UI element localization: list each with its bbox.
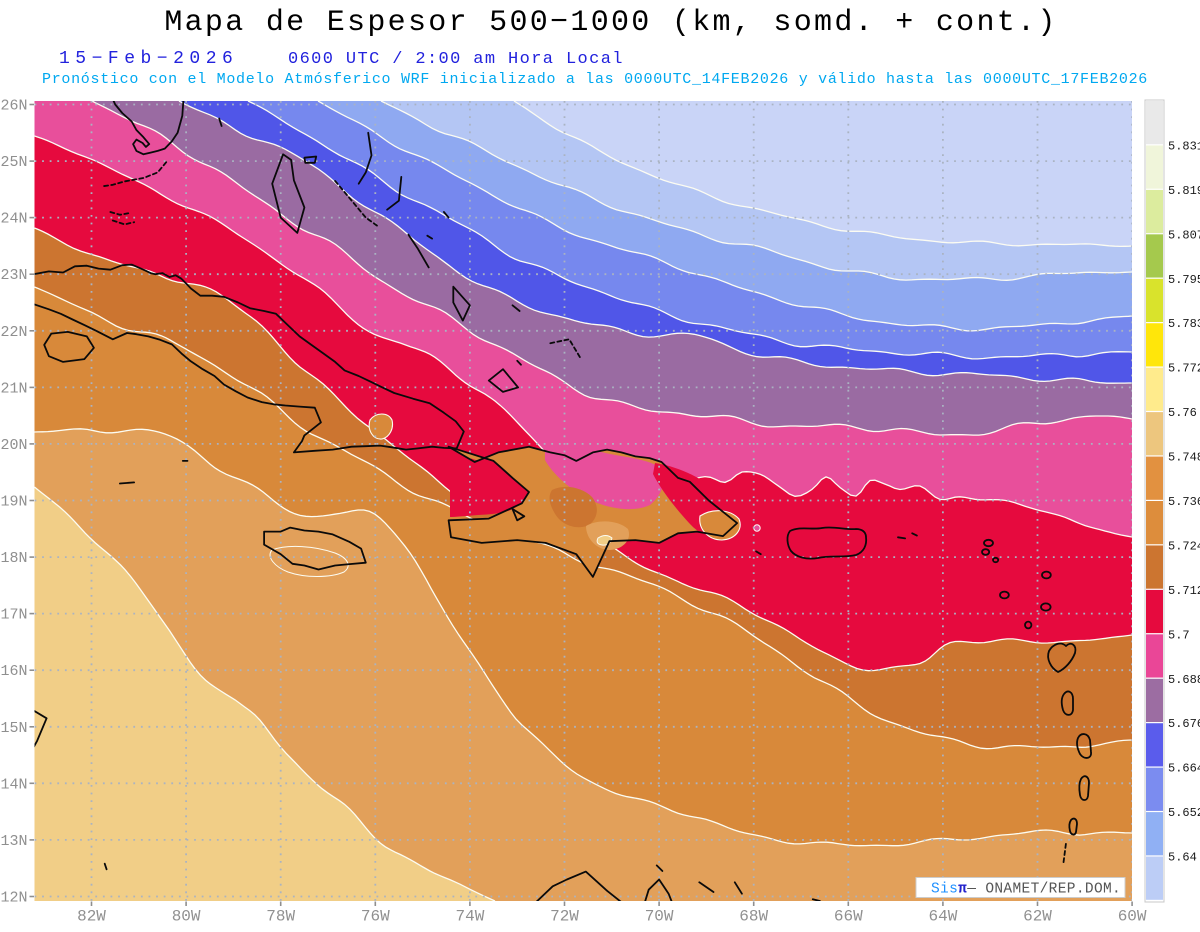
svg-text:Mapa de Espesor 500−1000 (km,: Mapa de Espesor 500−1000 (km, somd. + co… xyxy=(164,6,1057,40)
svg-text:20N: 20N xyxy=(0,437,27,454)
svg-text:26N: 26N xyxy=(0,98,27,115)
svg-text:5.831: 5.831 xyxy=(1168,139,1200,153)
svg-text:5.652: 5.652 xyxy=(1168,806,1200,820)
svg-text:18N: 18N xyxy=(0,550,27,567)
svg-text:12N: 12N xyxy=(0,890,27,907)
svg-text:5.64: 5.64 xyxy=(1168,851,1197,865)
svg-text:68W: 68W xyxy=(739,908,768,926)
svg-text:5.783: 5.783 xyxy=(1168,317,1200,331)
svg-text:Pronóstico con el Modelo Atmós: Pronóstico con el Modelo Atmósferico WRF… xyxy=(42,71,1148,88)
svg-text:60W: 60W xyxy=(1118,908,1147,926)
svg-text:74W: 74W xyxy=(455,908,484,926)
svg-text:13N: 13N xyxy=(0,833,27,850)
svg-text:24N: 24N xyxy=(0,211,27,228)
svg-text:22N: 22N xyxy=(0,324,27,341)
svg-text:82W: 82W xyxy=(77,908,106,926)
svg-text:66W: 66W xyxy=(834,908,863,926)
svg-text:21N: 21N xyxy=(0,380,27,397)
svg-text:Sisπ— ONAMET/REP.DOM.: Sisπ— ONAMET/REP.DOM. xyxy=(931,882,1121,898)
svg-text:5.676: 5.676 xyxy=(1168,717,1200,731)
svg-text:64W: 64W xyxy=(928,908,957,926)
svg-text:5.724: 5.724 xyxy=(1168,539,1200,553)
svg-text:5.795: 5.795 xyxy=(1168,273,1200,287)
svg-text:16N: 16N xyxy=(0,663,27,680)
svg-text:14N: 14N xyxy=(0,776,27,793)
svg-text:78W: 78W xyxy=(266,908,295,926)
svg-text:5.748: 5.748 xyxy=(1168,451,1200,465)
svg-text:15−Feb−2026: 15−Feb−2026 xyxy=(59,49,238,69)
svg-text:76W: 76W xyxy=(361,908,390,926)
svg-text:5.819: 5.819 xyxy=(1168,184,1200,198)
svg-text:5.76: 5.76 xyxy=(1168,406,1197,420)
svg-text:5.736: 5.736 xyxy=(1168,495,1200,509)
svg-text:70W: 70W xyxy=(645,908,674,926)
svg-text:25N: 25N xyxy=(0,154,27,171)
svg-text:5.772: 5.772 xyxy=(1168,362,1200,376)
svg-text:5.7: 5.7 xyxy=(1168,628,1190,642)
svg-text:5.712: 5.712 xyxy=(1168,584,1200,598)
svg-text:0600 UTC / 2:00 am Hora Local: 0600 UTC / 2:00 am Hora Local xyxy=(288,50,624,69)
svg-text:5.664: 5.664 xyxy=(1168,762,1200,776)
svg-text:17N: 17N xyxy=(0,607,27,624)
svg-text:80W: 80W xyxy=(172,908,201,926)
svg-text:62W: 62W xyxy=(1023,908,1052,926)
svg-text:15N: 15N xyxy=(0,720,27,737)
svg-text:5.688: 5.688 xyxy=(1168,673,1200,687)
svg-text:23N: 23N xyxy=(0,267,27,284)
svg-text:5.807: 5.807 xyxy=(1168,228,1200,242)
svg-text:72W: 72W xyxy=(550,908,579,926)
svg-text:19N: 19N xyxy=(0,494,27,511)
